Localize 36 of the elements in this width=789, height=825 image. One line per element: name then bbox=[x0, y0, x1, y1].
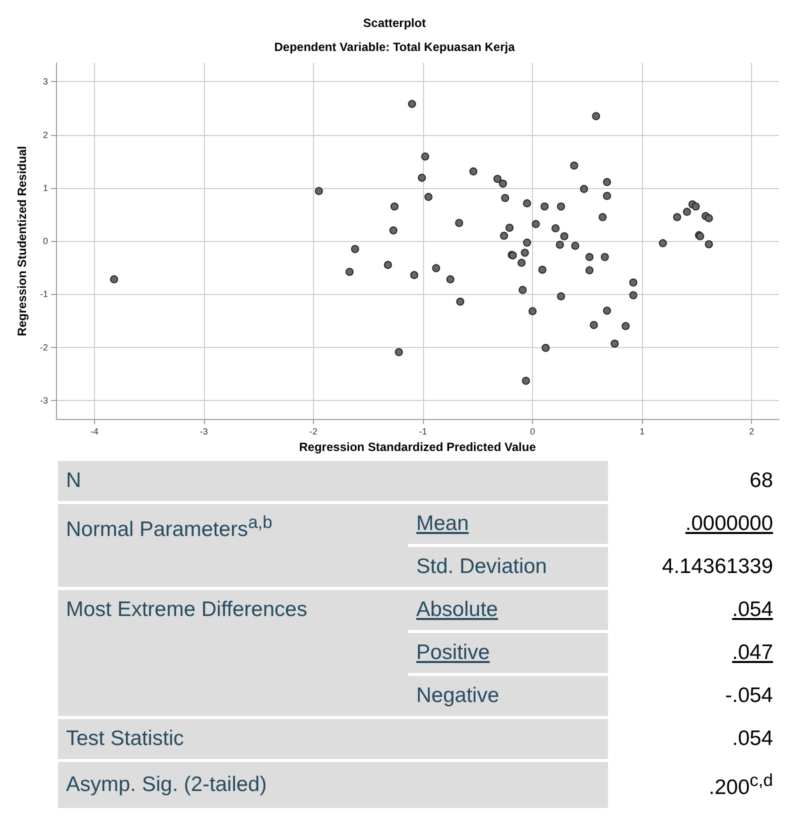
text: Absolute bbox=[416, 598, 498, 621]
x-tick-label: -3 bbox=[200, 426, 208, 437]
y-tick-label: 0 bbox=[42, 236, 48, 246]
x-tick-label: 2 bbox=[749, 426, 754, 437]
text: 4.14361339 bbox=[662, 555, 773, 578]
x-tick-label: 1 bbox=[640, 426, 645, 437]
y-tick-label: -3 bbox=[40, 396, 48, 406]
text: Test Statistic bbox=[66, 727, 184, 750]
x-tick-label: 0 bbox=[530, 426, 536, 437]
text: .047 bbox=[732, 641, 773, 664]
chart-subtitle: Dependent Variable: Total Kepuasan Kerja bbox=[274, 40, 516, 54]
x-tick-label: -2 bbox=[309, 426, 318, 437]
text: Normal Parameters$^{a,b}$ bbox=[66, 512, 272, 541]
y-tick-label: 2 bbox=[42, 130, 48, 140]
y-tick-label: -2 bbox=[40, 342, 48, 352]
y-axis-title: Regression Studentized Residual bbox=[15, 146, 29, 336]
text: Most Extreme Differences bbox=[66, 598, 308, 621]
x-axis-title: Regression Standardized Predicted Value bbox=[299, 440, 536, 454]
x-tick-label: -4 bbox=[90, 426, 98, 437]
chart-title: Scatterplot bbox=[363, 16, 426, 30]
text: -.054 bbox=[725, 684, 773, 707]
y-tick-label: -1 bbox=[40, 289, 48, 300]
text: .0000000 bbox=[685, 512, 773, 535]
text: Positive bbox=[416, 641, 490, 664]
text: .054 bbox=[732, 727, 773, 750]
text: .054 bbox=[732, 598, 773, 621]
text: 68 bbox=[750, 469, 773, 492]
y-tick-label: 1 bbox=[42, 182, 48, 193]
text: .200$^{c,d}$ bbox=[708, 770, 773, 799]
text: Asymp. Sig. (2-tailed) bbox=[66, 773, 267, 796]
text: N bbox=[66, 469, 82, 492]
x-tick-label: -1 bbox=[418, 426, 427, 437]
y-tick-label: 3 bbox=[42, 76, 48, 87]
text: Negative bbox=[416, 684, 500, 707]
text: Mean bbox=[416, 512, 469, 535]
text: Std. Deviation bbox=[416, 555, 547, 578]
